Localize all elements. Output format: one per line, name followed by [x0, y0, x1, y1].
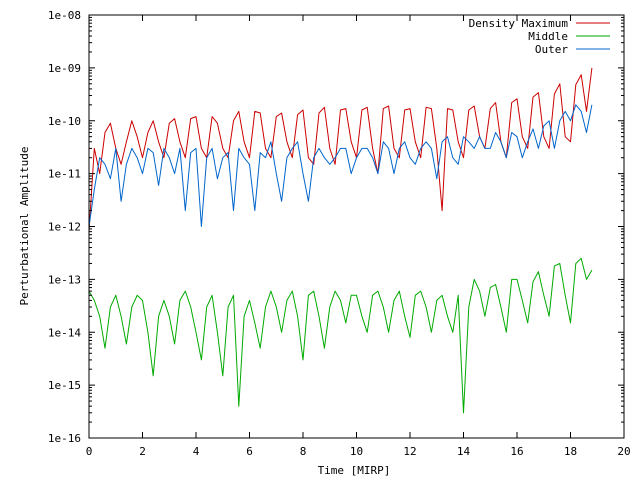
x-tick-label: 6 — [246, 445, 253, 458]
y-tick-label: 1e-12 — [48, 221, 81, 234]
x-tick-label: 20 — [617, 445, 630, 458]
x-tick-label: 2 — [139, 445, 146, 458]
legend-label: Density Maximum — [469, 17, 569, 30]
y-tick-label: 1e-13 — [48, 273, 81, 286]
series-line-middle — [88, 257, 593, 414]
axes-layer: 0 2 4 6 8 10 12 14 16 18 20 1e-16 1e-15 1e-14 1e-13 1e-… — [48, 9, 631, 458]
x-tick-label: 14 — [457, 445, 471, 458]
y-tick-label: 1e-09 — [48, 62, 81, 75]
y-tick-label: 1e-15 — [48, 379, 81, 392]
plot-frame — [88, 14, 625, 439]
x-tick-label: 8 — [300, 445, 307, 458]
y-tick-label: 1e-14 — [48, 326, 81, 339]
y-tick-label: 1e-16 — [48, 432, 81, 445]
x-tick-label: 4 — [193, 445, 200, 458]
x-axis-title: Time [MIRP] — [318, 464, 391, 477]
y-tick-label: 1e-08 — [48, 9, 81, 22]
legend-label: Outer — [535, 43, 568, 56]
y-tick-label: 1e-10 — [48, 115, 81, 128]
series-line-density-maximum — [88, 67, 593, 232]
y-axis-title: Perturbational Amplitude — [18, 147, 31, 306]
y-tick-label: 1e-11 — [48, 168, 81, 181]
series-layer — [88, 67, 593, 414]
x-tick-label: 16 — [510, 445, 523, 458]
x-tick-label: 10 — [350, 445, 363, 458]
x-tick-label: 0 — [86, 445, 93, 458]
series-line-outer — [88, 104, 593, 227]
x-tick-label: 18 — [564, 445, 577, 458]
legend-label: Middle — [528, 30, 568, 43]
x-tick-label: 12 — [403, 445, 416, 458]
